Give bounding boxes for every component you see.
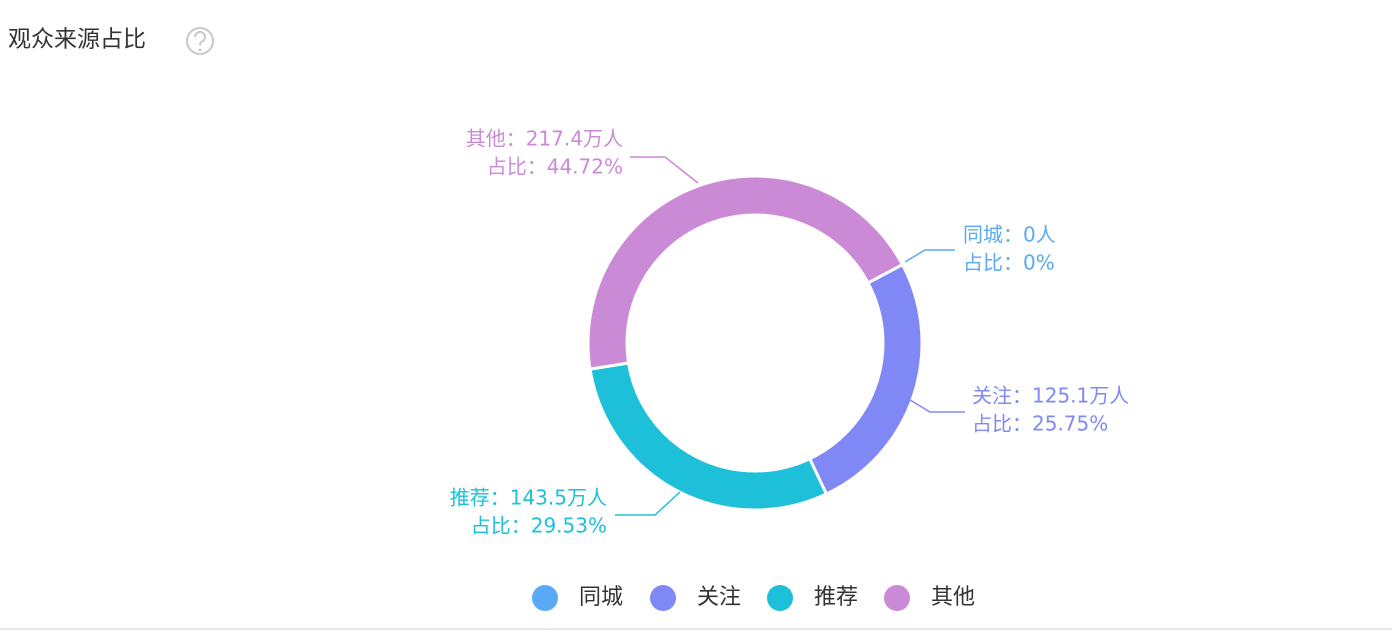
help-icon[interactable] (186, 27, 214, 55)
leader-line (909, 399, 965, 413)
legend-marker (532, 585, 558, 611)
data-label: 其他：217.4万人 (466, 127, 623, 151)
data-label: 同城：0人 (963, 223, 1056, 247)
slice (586, 174, 905, 371)
legend-marker (650, 585, 676, 611)
percent-label: 占比：44.72% (487, 155, 623, 179)
data-label: 推荐：143.5万人 (450, 486, 607, 510)
data-label: 关注：125.1万人 (972, 384, 1129, 408)
title: 观众来源占比 (8, 27, 146, 53)
leader-line (904, 249, 955, 263)
leader-line (615, 491, 681, 516)
percent-label: 占比：29.53% (471, 514, 607, 538)
legend-label: 其他 (931, 585, 975, 610)
leader-line (630, 156, 699, 184)
legend-label: 关注 (697, 585, 741, 610)
legend-marker (884, 585, 910, 611)
percent-label: 占比：25.75% (972, 412, 1108, 436)
legend-label: 推荐 (814, 585, 858, 610)
percent-label: 占比：0% (963, 251, 1055, 275)
legend-label: 同城 (579, 585, 623, 610)
legend-marker (767, 585, 793, 611)
